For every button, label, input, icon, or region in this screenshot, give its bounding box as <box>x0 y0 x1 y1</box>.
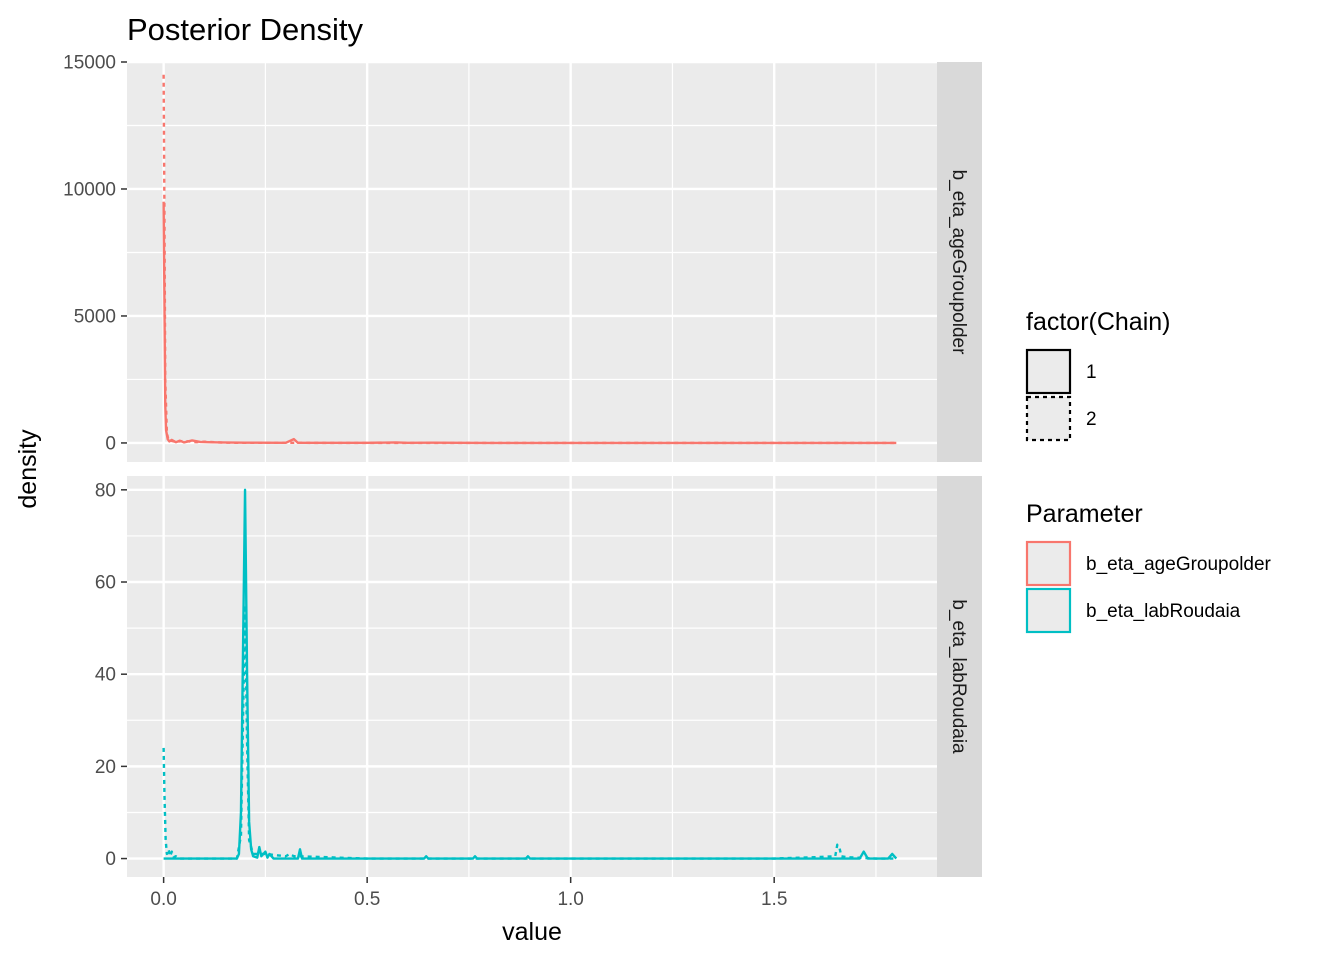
facet-panel: 0 20 40 60 80 b_eta_labRoudaia 0.0 0.5 1.0 1.5 <box>95 476 982 910</box>
y-tick-label: 20 <box>95 757 116 778</box>
x-axis-title: value <box>502 918 562 946</box>
facet-strip <box>937 62 982 462</box>
legend-title: Parameter <box>1026 500 1143 528</box>
plot-title: Posterior Density <box>127 12 364 47</box>
y-axis-title: density <box>14 429 42 509</box>
panel-background <box>127 62 937 462</box>
y-tick-label: 5000 <box>74 306 116 327</box>
x-tick-label: 0.0 <box>150 889 176 910</box>
legend-key <box>1025 587 1072 634</box>
legend-item-label: 2 <box>1086 409 1097 430</box>
y-tick-label: 15000 <box>63 53 116 74</box>
facet-strip-label: b_eta_ageGroupolder <box>948 170 969 356</box>
legend-key <box>1025 395 1072 442</box>
y-tick-label: 80 <box>95 480 116 501</box>
y-tick-label: 0 <box>105 433 116 454</box>
y-tick-label: 10000 <box>63 179 116 200</box>
legend-group: Parameter b_eta_ageGroupolder b_eta_labRou… <box>1025 500 1272 634</box>
y-tick-label: 60 <box>95 573 116 594</box>
legend-key <box>1025 348 1072 395</box>
facet-panel: 0 5000 10000 15000 b_eta_ageGroupolder <box>63 53 982 462</box>
legend-title: factor(Chain) <box>1026 308 1171 336</box>
y-tick-label: 0 <box>105 849 116 870</box>
facet-strip <box>937 476 982 877</box>
legend-key <box>1025 540 1072 587</box>
legend-item-label: b_eta_labRoudaia <box>1086 601 1241 622</box>
facet-strip-label: b_eta_labRoudaia <box>948 599 969 754</box>
x-tick-label: 1.0 <box>557 889 583 910</box>
density-line-chain-2 <box>162 603 897 860</box>
legend: factor(Chain) 1 2 Parameter b_eta_ageGroupol… <box>1025 308 1272 634</box>
panel-background <box>127 476 937 877</box>
x-tick-label: 1.5 <box>761 889 787 910</box>
legend-group: factor(Chain) 1 2 <box>1025 308 1171 442</box>
x-tick-label: 0.5 <box>354 889 380 910</box>
legend-item-label: 1 <box>1086 362 1097 383</box>
facet-panels: 0 5000 10000 15000 b_eta_ageGroupolder 0 20 40 6… <box>63 53 982 910</box>
y-tick-label: 40 <box>95 665 116 686</box>
legend-item-label: b_eta_ageGroupolder <box>1086 554 1272 575</box>
